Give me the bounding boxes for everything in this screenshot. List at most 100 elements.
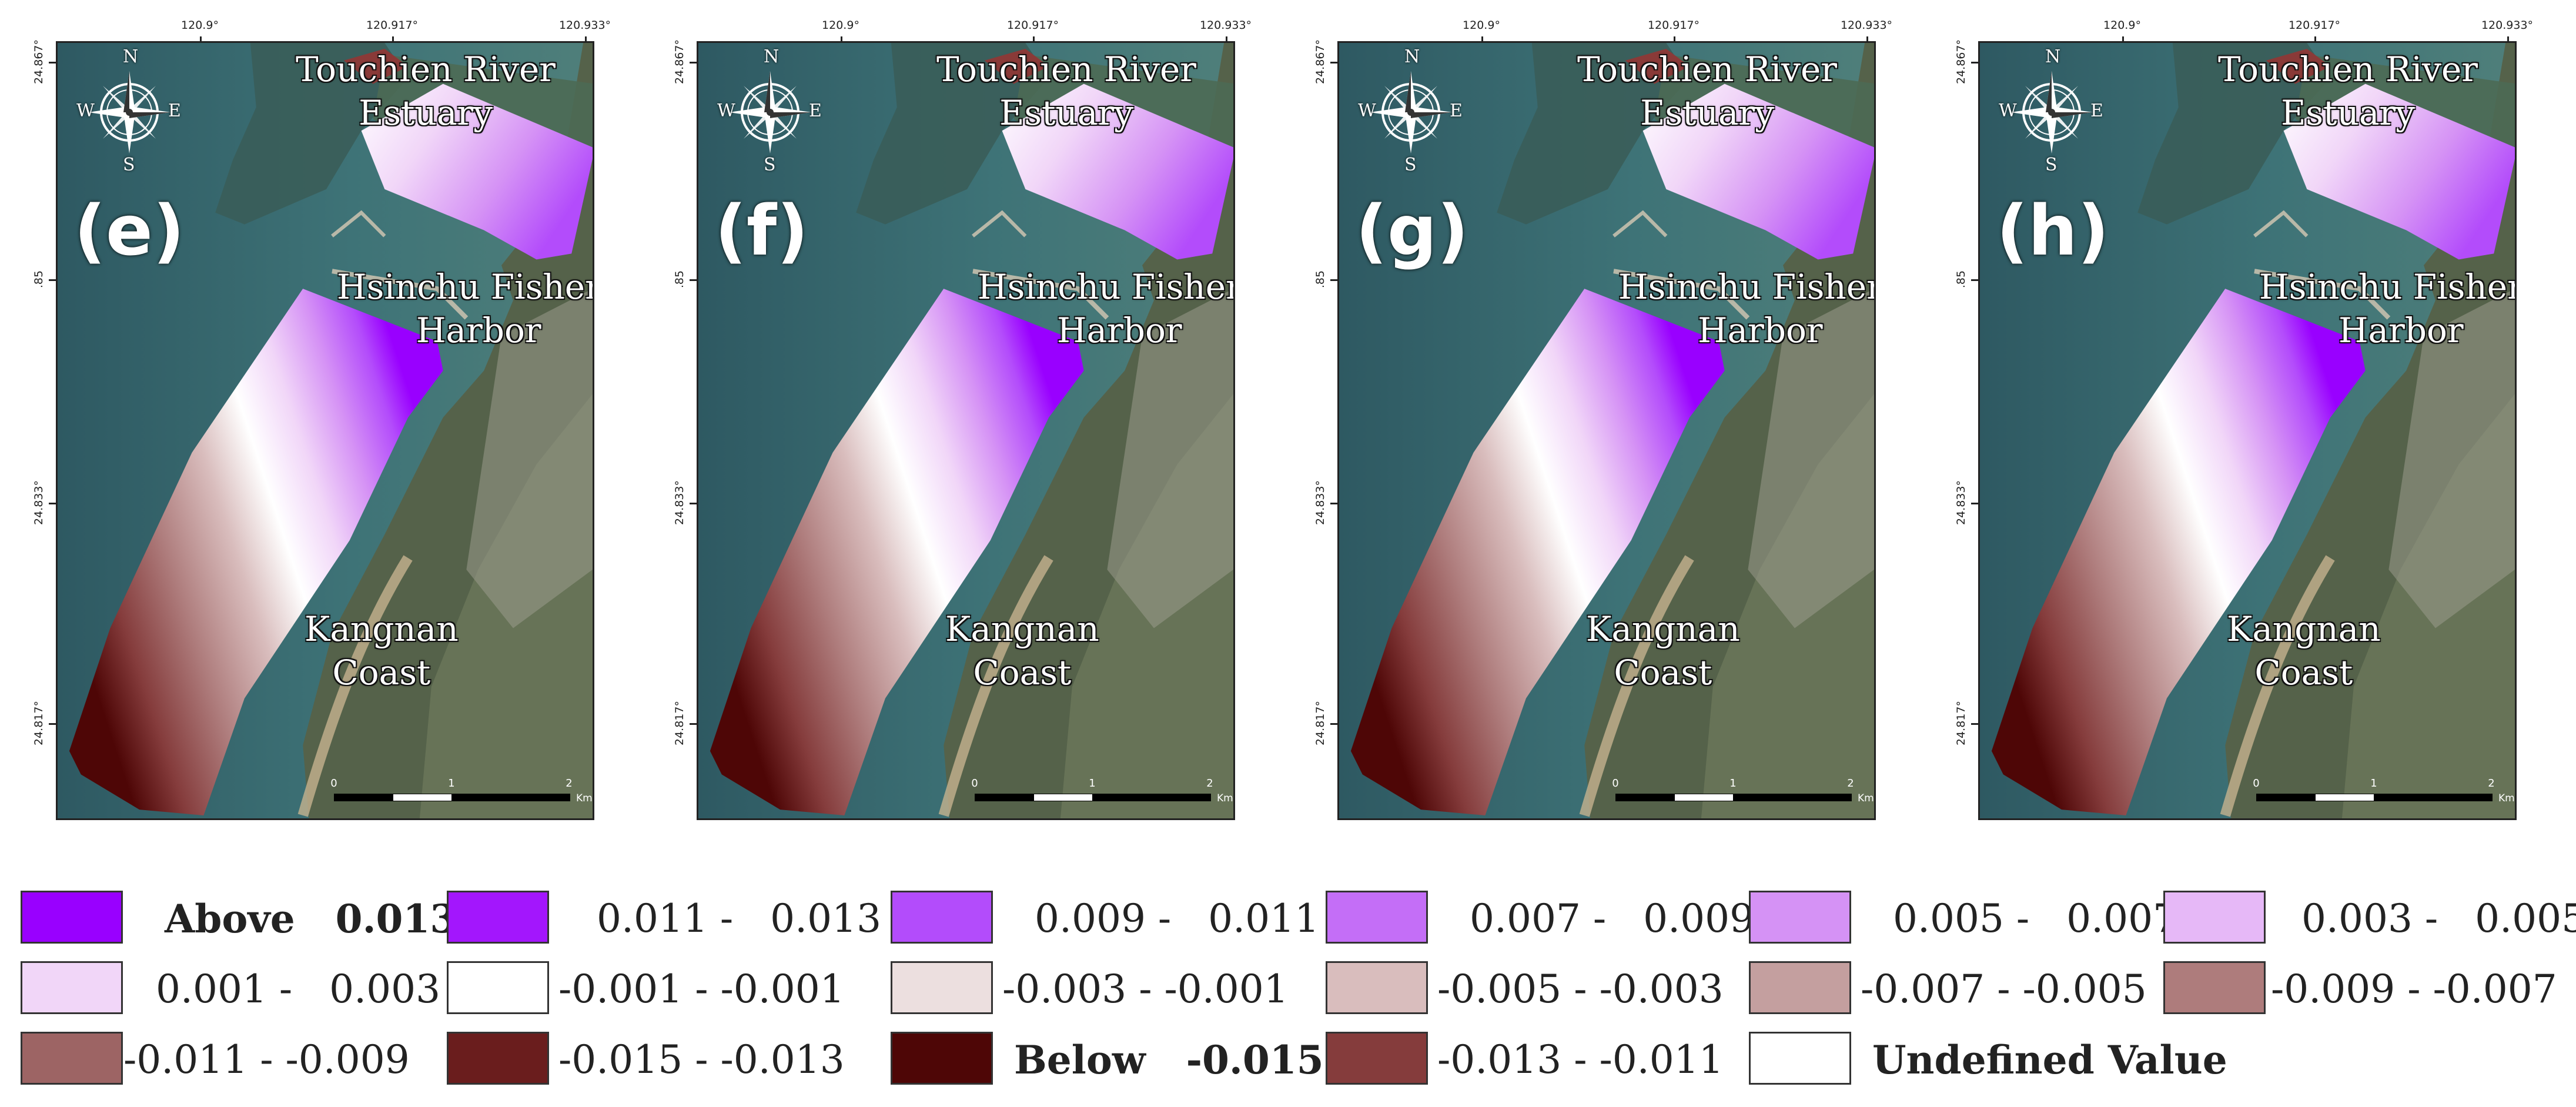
longitude-tick <box>1226 36 1227 44</box>
latitude-tick <box>690 723 697 725</box>
scale-label: 2 <box>566 777 573 790</box>
panel-letter: (g) <box>1356 190 1469 271</box>
panel-letter: (e) <box>74 190 185 271</box>
longitude-tick <box>841 36 842 44</box>
legend-label: -0.009 - -0.007 <box>2271 966 2557 1012</box>
latitude-tick <box>1971 503 1978 504</box>
place-label-kangnan: Kangnan Coast <box>945 609 1099 693</box>
scale-segment <box>1674 794 1734 801</box>
legend-label: 0.005 - 0.007 <box>1893 896 2178 941</box>
latitude-label: 24.833° <box>673 480 686 525</box>
legend-swatch <box>21 891 123 944</box>
latitude-label: .85 <box>32 270 45 289</box>
scale-segment <box>975 794 1035 801</box>
scale-label: 2 <box>1847 777 1854 790</box>
latitude-label: 24.833° <box>32 480 45 525</box>
compass-s-label: S <box>123 155 135 175</box>
latitude-label: 24.867° <box>673 39 686 84</box>
compass-w-label: W <box>717 101 735 121</box>
latitude-label: 24.833° <box>1955 480 1968 525</box>
legend-swatch <box>891 961 993 1014</box>
legend-swatch <box>21 961 123 1014</box>
latitude-tick <box>690 279 697 281</box>
scale-segment <box>393 794 453 801</box>
longitude-tick <box>2314 36 2316 44</box>
place-label-hsinchu: Hsinchu Fishery Harbor <box>1618 267 1874 350</box>
compass-rose-icon: N S E W <box>711 46 829 175</box>
place-label-kangnan: Kangnan Coast <box>305 609 459 693</box>
scale-label: 0 <box>1612 777 1619 790</box>
scale-label: 1 <box>1729 777 1737 790</box>
compass-rose-icon: N S E W <box>1993 46 2110 175</box>
scale-segment <box>2374 794 2493 801</box>
legend-swatch <box>447 891 549 944</box>
place-label-touchien: Touchien River Estuary <box>1577 49 1837 133</box>
compass-rose-icon: N S E W <box>1352 46 1470 175</box>
scale-bar: 0 1 2 Km <box>2253 777 2514 816</box>
scale-unit: Km <box>2498 792 2515 804</box>
longitude-label: 120.9° <box>181 19 219 32</box>
satellite-map <box>698 43 1233 818</box>
legend-label: 0.007 - 0.009 <box>1470 896 1755 941</box>
legend-label: -0.001 - -0.001 <box>558 966 845 1012</box>
scale-unit: Km <box>1858 792 1874 804</box>
longitude-tick <box>2122 36 2124 44</box>
latitude-label: 24.817° <box>32 701 45 745</box>
latitude-label: .85 <box>1955 270 1968 289</box>
latitude-label: 24.867° <box>1314 39 1327 84</box>
scale-label: 1 <box>2370 777 2377 790</box>
longitude-label: 120.9° <box>2103 19 2141 32</box>
latitude-tick <box>690 62 697 63</box>
latitude-tick <box>1330 279 1337 281</box>
legend-label: 0.003 - 0.005 <box>2301 896 2576 941</box>
latitude-tick <box>1971 279 1978 281</box>
longitude-label: 120.917° <box>366 19 419 32</box>
compass-e-label: E <box>2090 101 2103 121</box>
map-panel: N S E W (e) Touchien River Estuary Hsinchu Fis… <box>56 41 594 820</box>
longitude-tick <box>200 36 202 44</box>
legend-swatch <box>1326 891 1428 944</box>
compass-rose-icon: N S E W <box>71 46 188 175</box>
latitude-tick <box>1330 62 1337 63</box>
longitude-tick <box>1674 36 1675 44</box>
latitude-label: .85 <box>1314 270 1327 289</box>
scale-label: 0 <box>330 777 337 790</box>
scale-segment <box>1733 794 1852 801</box>
latitude-tick <box>1330 723 1337 725</box>
latitude-tick <box>49 503 56 504</box>
scale-segment <box>451 794 570 801</box>
scale-bar: 0 1 2 Km <box>971 777 1233 816</box>
legend-label: -0.003 - -0.001 <box>1002 966 1289 1012</box>
compass-e-label: E <box>809 101 822 121</box>
legend-label: -0.007 - -0.005 <box>1861 966 2147 1012</box>
legend-label: Undefined Value <box>1872 1037 2227 1083</box>
legend-swatch <box>1326 1032 1428 1085</box>
place-label-hsinchu: Hsinchu Fishery Harbor <box>2259 267 2515 350</box>
legend-swatch <box>447 961 549 1014</box>
scale-bar: 0 1 2 Km <box>330 777 592 816</box>
latitude-tick <box>690 503 697 504</box>
legend-label: Below -0.015 <box>1014 1037 1324 1083</box>
compass-w-label: W <box>76 101 95 121</box>
legend-label: 0.009 - 0.011 <box>1035 896 1320 941</box>
latitude-label: 24.867° <box>1955 39 1968 84</box>
longitude-label: 120.933° <box>2481 19 2534 32</box>
map-panel: N S E W (f) Touchien River Estuary Hsinchu Fis… <box>697 41 1235 820</box>
longitude-label: 120.933° <box>1840 19 1893 32</box>
longitude-label: 120.9° <box>1463 19 1500 32</box>
longitude-tick <box>1481 36 1483 44</box>
compass-s-label: S <box>2045 155 2058 175</box>
place-label-kangnan: Kangnan Coast <box>1586 609 1740 693</box>
scale-segment <box>2315 794 2375 801</box>
legend-label: -0.011 - -0.009 <box>123 1037 410 1082</box>
legend-swatch <box>447 1032 549 1085</box>
scale-unit: Km <box>1217 792 1233 804</box>
scale-unit: Km <box>576 792 593 804</box>
legend-label: 0.001 - 0.003 <box>156 966 441 1012</box>
compass-n-label: N <box>1404 46 1420 67</box>
place-label-touchien: Touchien River Estuary <box>2218 49 2478 133</box>
legend-label: Above 0.013 <box>165 896 457 942</box>
map-panel: N S E W (g) Touchien River Estuary Hsinchu Fis… <box>1337 41 1876 820</box>
satellite-map <box>58 43 593 818</box>
longitude-label: 120.917° <box>1647 19 1700 32</box>
